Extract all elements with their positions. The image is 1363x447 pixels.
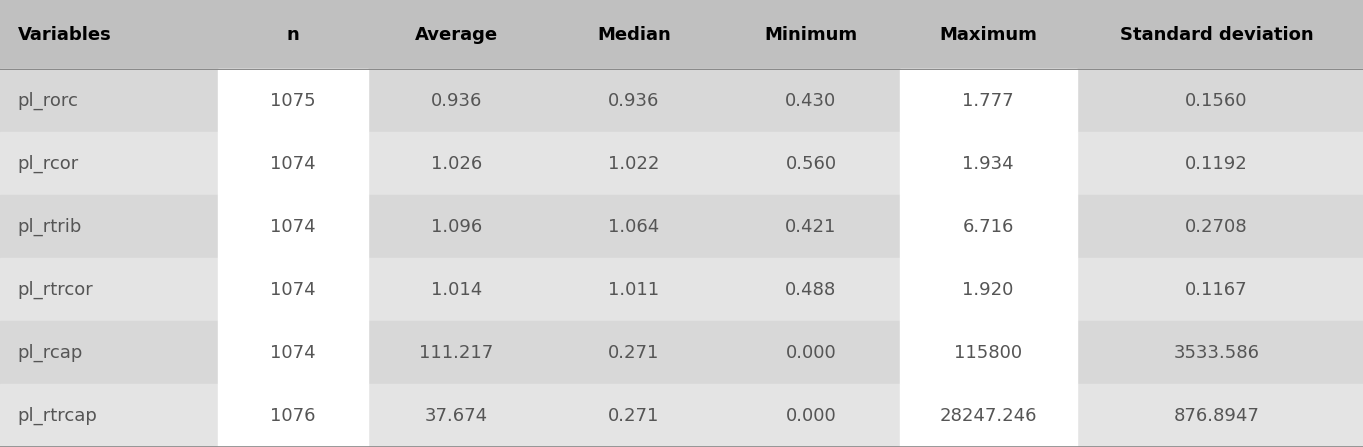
Text: 1074: 1074 [270,281,316,299]
Bar [900,195,1077,258]
Text: 115800: 115800 [954,344,1022,362]
Text: pl_rcap: pl_rcap [18,343,83,362]
Text: 1.096: 1.096 [431,218,483,236]
Text: 1.777: 1.777 [962,92,1014,110]
Bar [218,384,368,447]
Text: 0.560: 0.560 [785,155,837,173]
Text: pl_rorc: pl_rorc [18,92,79,110]
Text: 1.011: 1.011 [608,281,660,299]
Text: pl_rtrib: pl_rtrib [18,218,82,236]
Bar [900,384,1077,447]
Text: 1.934: 1.934 [962,155,1014,173]
Text: 0.271: 0.271 [608,406,660,425]
Text: 0.000: 0.000 [785,344,837,362]
Text: 0.2708: 0.2708 [1186,218,1247,236]
Bar [900,321,1077,384]
Text: 1.022: 1.022 [608,155,660,173]
Text: 1076: 1076 [270,406,316,425]
Text: n: n [286,25,300,44]
Bar [0,384,1363,447]
Bar [900,258,1077,321]
Text: 3533.586: 3533.586 [1174,344,1259,362]
Text: pl_rcor: pl_rcor [18,155,79,173]
Text: 1074: 1074 [270,155,316,173]
Text: 111.217: 111.217 [420,344,493,362]
Text: Standard deviation: Standard deviation [1119,25,1314,44]
Text: 0.488: 0.488 [785,281,837,299]
Text: 1074: 1074 [270,344,316,362]
Text: 0.421: 0.421 [785,218,837,236]
Bar [218,321,368,384]
Bar [0,258,1363,321]
Bar [218,195,368,258]
Text: 1.920: 1.920 [962,281,1014,299]
Text: 0.936: 0.936 [608,92,660,110]
Text: 876.8947: 876.8947 [1174,406,1259,425]
Text: 1.026: 1.026 [431,155,483,173]
Text: 0.1167: 0.1167 [1186,281,1247,299]
Text: pl_rtrcap: pl_rtrcap [18,406,98,425]
Bar [0,69,1363,132]
Bar [0,0,1363,69]
Bar [900,69,1077,132]
Text: 1075: 1075 [270,92,316,110]
Bar [900,132,1077,195]
Text: 37.674: 37.674 [425,406,488,425]
Text: 0.000: 0.000 [785,406,837,425]
Text: Maximum: Maximum [939,25,1037,44]
Text: Variables: Variables [18,25,112,44]
Text: 0.1192: 0.1192 [1184,155,1249,173]
Bar [0,195,1363,258]
Bar [0,132,1363,195]
Text: Average: Average [416,25,497,44]
Text: Median: Median [597,25,671,44]
Text: 28247.246: 28247.246 [939,406,1037,425]
Text: 1074: 1074 [270,218,316,236]
Bar [218,132,368,195]
Text: 6.716: 6.716 [962,218,1014,236]
Bar [218,258,368,321]
Text: 1.064: 1.064 [608,218,660,236]
Bar [218,69,368,132]
Text: 0.936: 0.936 [431,92,483,110]
Text: Minimum: Minimum [765,25,857,44]
Text: 1.014: 1.014 [431,281,483,299]
Text: 0.271: 0.271 [608,344,660,362]
Text: 0.430: 0.430 [785,92,837,110]
Text: 0.1560: 0.1560 [1186,92,1247,110]
Bar [0,321,1363,384]
Text: pl_rtrcor: pl_rtrcor [18,280,94,299]
